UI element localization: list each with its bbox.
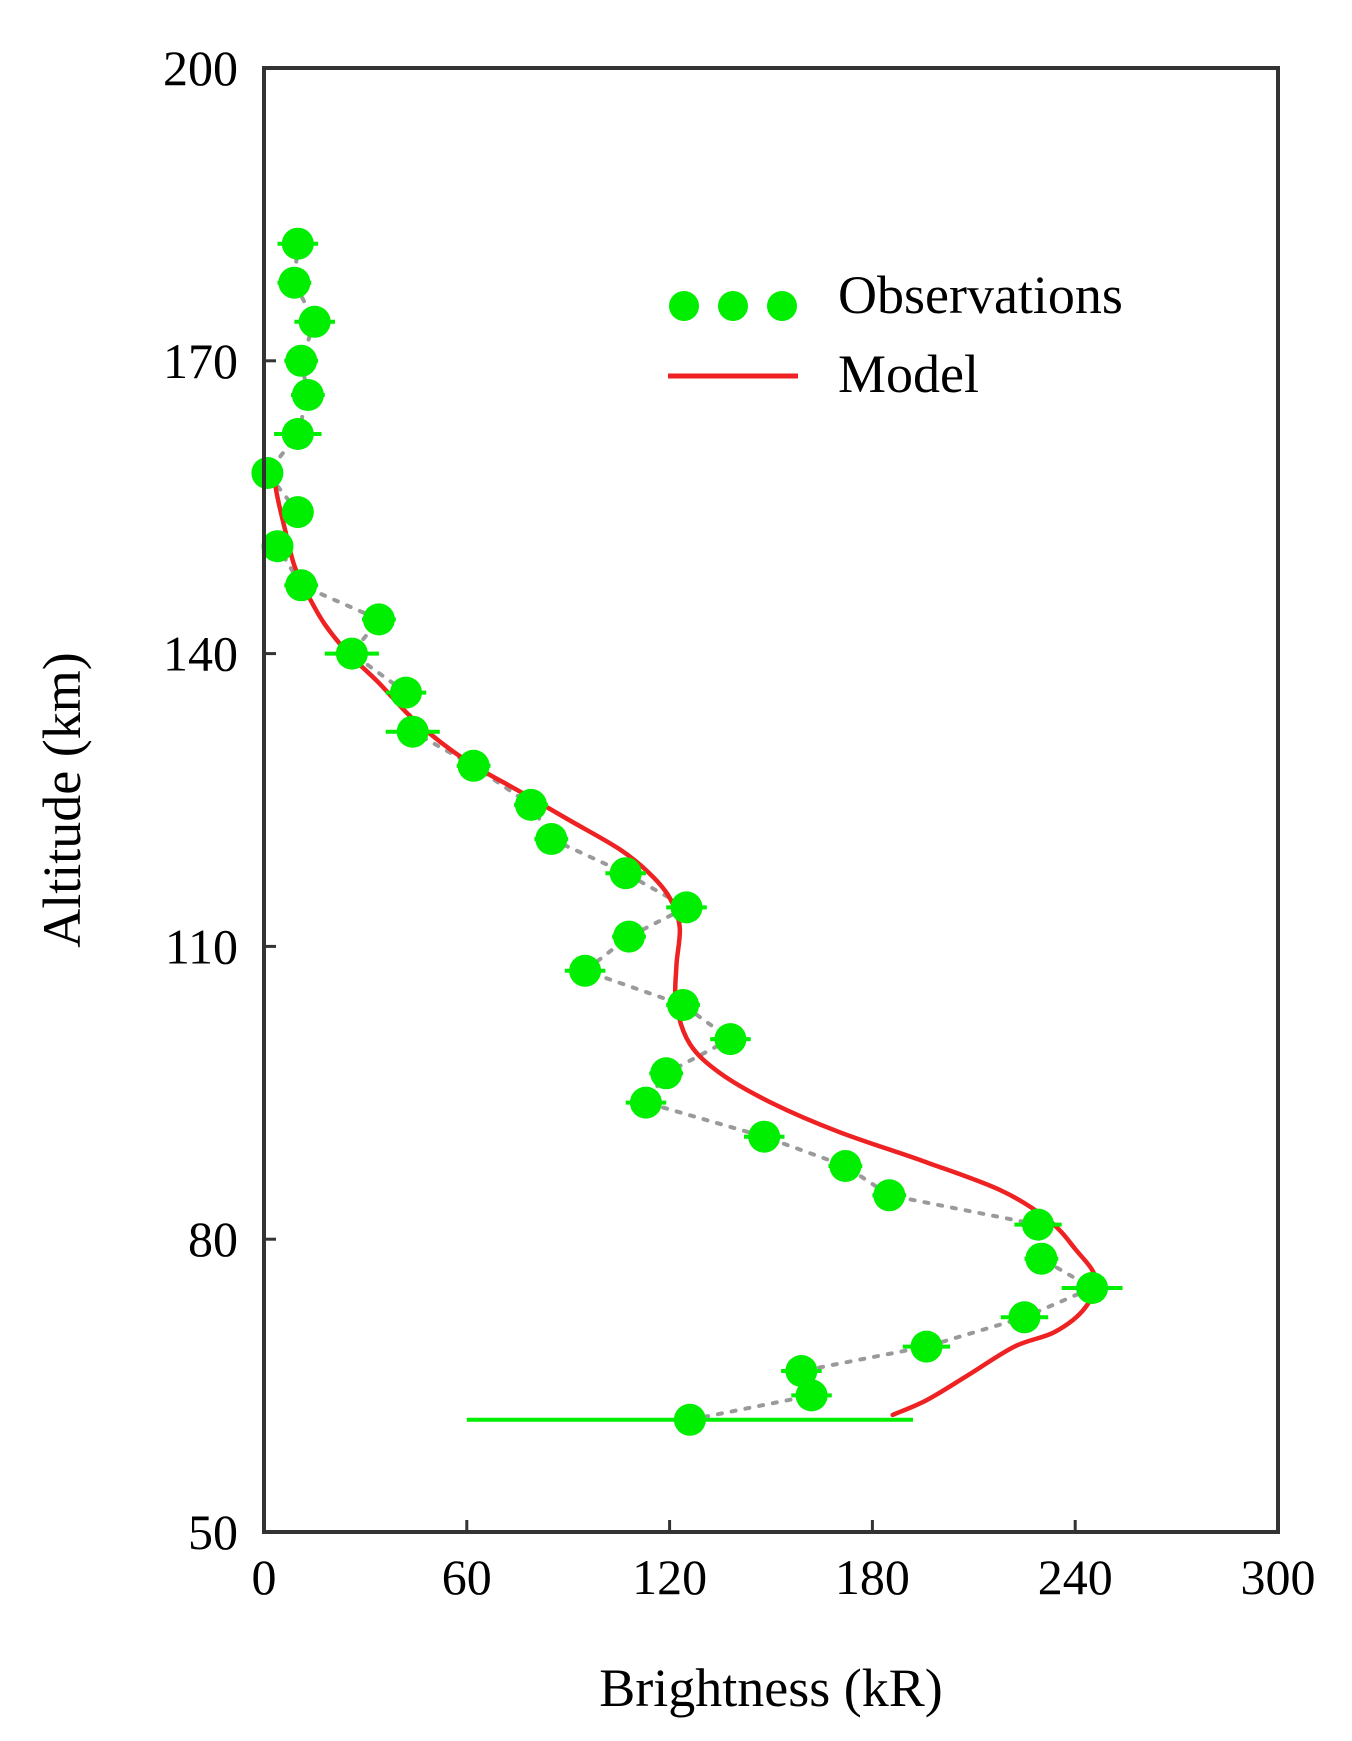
observation-point-13 xyxy=(390,676,422,709)
y-tick-label-170: 170 xyxy=(163,333,238,389)
observation-point-12 xyxy=(335,637,368,670)
observation-point-6 xyxy=(281,418,314,450)
observation-point-17 xyxy=(535,823,568,855)
observation-point-22 xyxy=(667,989,700,1021)
x-tick-label-240: 240 xyxy=(1038,1549,1113,1605)
observation-point-18 xyxy=(609,857,642,890)
x-tick-label-60: 60 xyxy=(442,1549,492,1605)
observation-point-28 xyxy=(873,1179,906,1212)
legend-observations-marker-3 xyxy=(767,291,797,321)
observation-point-27 xyxy=(829,1150,862,1182)
observation-point-29 xyxy=(1022,1208,1054,1241)
y-tick-label-80: 80 xyxy=(188,1211,238,1267)
legend-observations-marker-2 xyxy=(718,291,748,321)
observation-point-16 xyxy=(515,788,547,821)
y-tick-label-200: 200 xyxy=(163,40,238,96)
observation-point-31 xyxy=(1076,1272,1109,1304)
observation-point-35 xyxy=(795,1379,828,1412)
x-axis-title: Brightness (kR) xyxy=(599,1658,943,1718)
observation-point-26 xyxy=(748,1120,781,1153)
observation-point-21 xyxy=(569,954,602,987)
observations-connector-group xyxy=(264,241,1097,1422)
observation-point-32 xyxy=(1008,1301,1041,1334)
observation-point-23 xyxy=(714,1023,747,1056)
x-tick-label-180: 180 xyxy=(835,1549,910,1605)
observation-point-8 xyxy=(281,496,314,529)
observation-point-5 xyxy=(291,379,324,411)
x-tick-label-300: 300 xyxy=(1241,1549,1316,1605)
observation-points-group xyxy=(251,227,1109,1436)
observation-point-9 xyxy=(261,530,294,563)
observation-point-15 xyxy=(457,749,490,782)
observation-point-36 xyxy=(673,1403,706,1436)
observation-point-19 xyxy=(670,891,703,924)
observation-point-25 xyxy=(629,1086,662,1119)
y-axis-title: Altitude (km) xyxy=(32,652,92,947)
legend: Observations Model xyxy=(668,265,1123,404)
observation-point-24 xyxy=(650,1057,683,1090)
x-tick-label-0: 0 xyxy=(252,1549,277,1605)
observation-point-34 xyxy=(785,1355,818,1387)
observations-connector-line xyxy=(264,241,1097,1422)
y-tick-label-110: 110 xyxy=(165,918,238,974)
y-axis-ticks: 50 80 110 140 170 200 xyxy=(163,40,276,1560)
plot-frame xyxy=(262,66,1280,1534)
observation-point-33 xyxy=(910,1330,943,1363)
observation-point-7 xyxy=(251,457,284,489)
observation-point-30 xyxy=(1025,1242,1058,1275)
observation-point-14 xyxy=(396,715,429,748)
observation-point-2 xyxy=(278,266,311,299)
errorbar-group xyxy=(264,241,1123,1422)
observation-point-20 xyxy=(613,920,645,953)
y-tick-label-50: 50 xyxy=(188,1504,238,1560)
observation-point-4 xyxy=(285,344,318,377)
legend-model-label: Model xyxy=(838,344,979,404)
observation-point-10 xyxy=(285,569,318,602)
x-tick-label-120: 120 xyxy=(632,1549,707,1605)
y-tick-label-140: 140 xyxy=(163,626,238,682)
model-line xyxy=(271,475,1099,1418)
observation-point-3 xyxy=(298,305,331,338)
model-line-group xyxy=(271,475,1099,1418)
x-axis-ticks: 0 60 120 180 240 300 xyxy=(252,1520,1316,1605)
observation-point-1 xyxy=(281,227,314,260)
legend-observations-marker-1 xyxy=(669,291,699,321)
observation-point-11 xyxy=(362,603,395,636)
legend-observations-label: Observations xyxy=(838,265,1123,325)
